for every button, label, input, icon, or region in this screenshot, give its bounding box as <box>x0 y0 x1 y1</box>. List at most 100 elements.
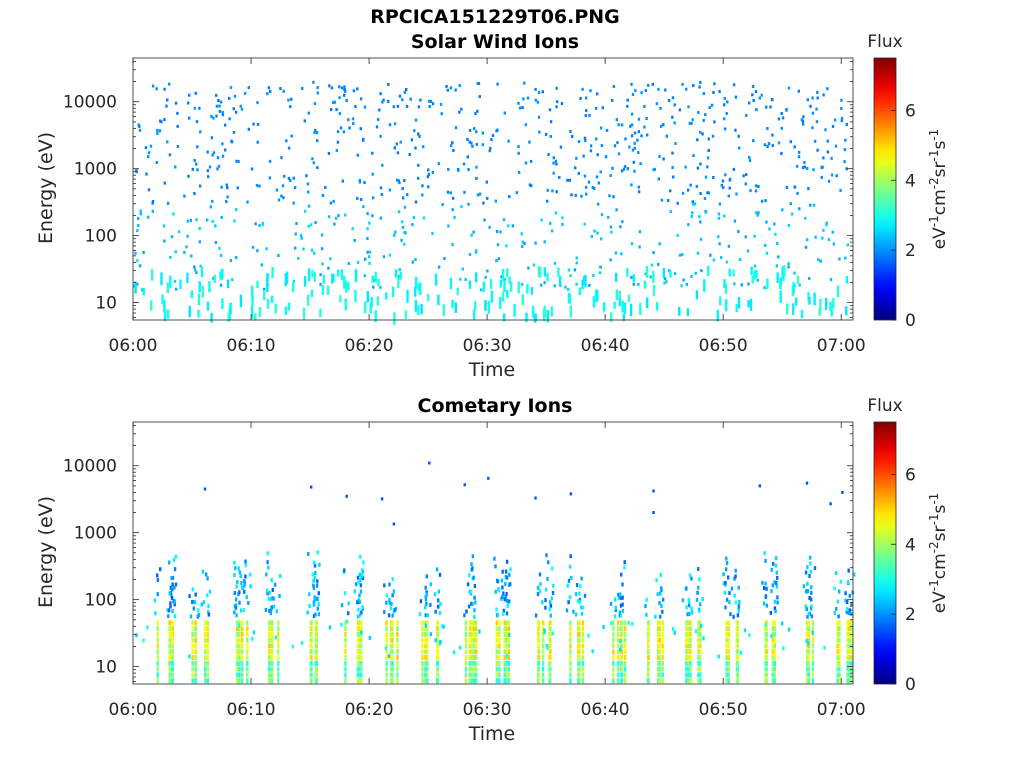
flux-cell <box>310 620 313 626</box>
flux-cell <box>836 660 839 666</box>
flux-cell <box>723 214 726 218</box>
flux-cell <box>669 270 672 278</box>
flux-cell <box>421 193 424 197</box>
flux-cell <box>764 594 768 599</box>
flux-cell <box>712 91 715 94</box>
flux-cell <box>308 268 311 282</box>
flux-cell <box>678 108 682 112</box>
flux-cell <box>472 643 476 649</box>
flux-cell <box>424 655 427 661</box>
flux-cell <box>565 608 569 613</box>
flux-cell <box>366 212 369 216</box>
flux-cell <box>468 643 471 649</box>
flux-cell <box>316 606 319 611</box>
flux-cell <box>559 145 563 149</box>
flux-cell <box>782 646 785 651</box>
flux-cell <box>847 620 851 626</box>
flux-cell <box>204 672 207 678</box>
flux-cell <box>436 631 439 637</box>
flux-cell <box>754 184 758 188</box>
flux-cell <box>537 637 541 643</box>
flux-cell <box>530 287 534 295</box>
flux-cell <box>544 132 548 136</box>
flux-cell <box>765 620 768 626</box>
flux-cell <box>621 300 624 313</box>
flux-cell <box>725 556 728 561</box>
flux-cell <box>620 169 624 173</box>
flux-cell <box>836 285 840 298</box>
flux-cell <box>151 200 155 203</box>
flux-cell <box>717 235 720 239</box>
flux-cell <box>534 87 537 91</box>
flux-cell <box>773 649 776 655</box>
flux-cell <box>475 249 478 253</box>
flux-cell <box>706 165 709 169</box>
flux-cell <box>645 266 649 278</box>
flux-cell <box>340 86 344 90</box>
flux-cell <box>134 251 137 255</box>
flux-cell <box>482 281 486 292</box>
flux-cell <box>554 211 558 215</box>
flux-cell <box>539 582 542 587</box>
flux-cell <box>167 608 171 613</box>
flux-cell <box>321 193 325 197</box>
flux-cell <box>583 174 587 178</box>
flux-cell <box>618 297 621 307</box>
flux-cell <box>319 308 322 318</box>
flux-cell <box>436 672 439 678</box>
flux-cell <box>838 620 841 626</box>
flux-cell <box>472 678 476 684</box>
flux-cell <box>168 643 171 649</box>
flux-cell <box>235 660 239 666</box>
flux-cell <box>694 629 698 634</box>
flux-cell <box>630 82 633 86</box>
flux-cell <box>403 231 406 234</box>
flux-cell <box>427 99 431 103</box>
flux-cell <box>591 186 594 189</box>
flux-cell <box>569 554 572 559</box>
flux-cell <box>811 660 815 666</box>
flux-cell <box>387 83 390 86</box>
flux-cell <box>689 672 692 678</box>
flux-cell <box>285 139 288 143</box>
flux-cell <box>277 198 281 202</box>
flux-cell <box>690 275 693 278</box>
flux-cell <box>688 573 692 578</box>
flux-cell <box>472 309 476 320</box>
flux-cell <box>313 563 317 568</box>
flux-cell <box>284 306 288 316</box>
flux-cell <box>810 597 813 602</box>
flux-cell <box>584 139 587 143</box>
flux-cell <box>169 585 173 590</box>
colorbar-unit-label: eV-1cm-2sr-1s-1 <box>927 493 950 614</box>
flux-cell <box>256 140 259 144</box>
flux-cell <box>186 272 189 283</box>
flux-cell <box>850 637 853 643</box>
flux-cell <box>269 643 273 649</box>
flux-cell <box>359 554 362 559</box>
flux-cell <box>187 101 190 105</box>
flux-cell <box>303 276 307 287</box>
flux-cell <box>271 666 274 672</box>
flux-cell <box>320 247 324 251</box>
flux-cell <box>356 196 359 200</box>
flux-cell <box>847 631 851 637</box>
flux-cell <box>656 672 660 678</box>
flux-cell <box>339 295 342 303</box>
flux-cell <box>426 643 429 649</box>
flux-cell <box>139 212 143 216</box>
flux-cell <box>578 655 581 661</box>
flux-cell <box>515 191 518 195</box>
flux-cell <box>504 569 508 574</box>
flux-cell <box>166 309 170 319</box>
flux-cell <box>734 95 738 99</box>
flux-cell <box>351 117 355 121</box>
flux-cell <box>238 672 241 678</box>
flux-cell <box>495 626 498 632</box>
flux-cell <box>191 655 194 661</box>
flux-cell <box>807 641 810 646</box>
flux-cell <box>197 608 200 613</box>
flux-cell <box>495 607 498 612</box>
flux-cell <box>389 649 393 655</box>
flux-cell <box>449 86 453 90</box>
